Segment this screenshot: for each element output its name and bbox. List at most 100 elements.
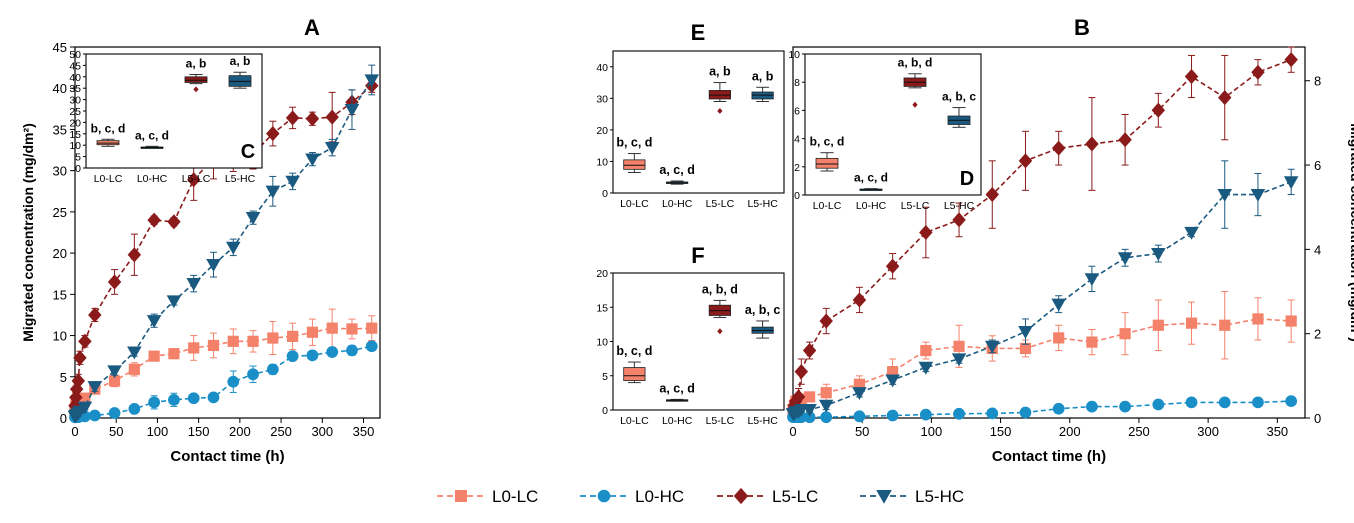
box-L0-HC: a, c, d L0-HC bbox=[135, 128, 169, 185]
data-point bbox=[1086, 400, 1098, 413]
data-point bbox=[366, 322, 378, 334]
x-tick-label: 200 bbox=[1059, 424, 1081, 439]
significance-label: b, c, d bbox=[91, 121, 126, 135]
data-point bbox=[1218, 90, 1232, 106]
data-point bbox=[1252, 396, 1264, 409]
x-tick-label: 300 bbox=[311, 424, 333, 439]
data-point bbox=[852, 387, 867, 400]
data-point bbox=[285, 175, 300, 189]
x-tick-label: 100 bbox=[921, 424, 943, 439]
box-L0-LC: b, c, d L0-LC bbox=[810, 135, 845, 212]
box-L0-HC: a, c, d L0-HC bbox=[854, 171, 888, 212]
significance-label: a, b bbox=[752, 69, 774, 83]
x-tick-label: 0 bbox=[789, 424, 796, 439]
y-tick-label: 5 bbox=[602, 371, 608, 383]
significance-label: a, b, d bbox=[898, 56, 933, 70]
data-point bbox=[1086, 336, 1098, 348]
data-point bbox=[207, 391, 220, 404]
data-point bbox=[853, 410, 866, 423]
x-tick-label: 300 bbox=[1197, 424, 1219, 439]
significance-label: a, b, d bbox=[702, 282, 738, 296]
significance-label: a, b bbox=[709, 65, 731, 79]
data-point bbox=[919, 408, 932, 421]
data-point bbox=[1119, 328, 1131, 340]
data-point bbox=[1019, 406, 1032, 419]
box bbox=[184, 76, 208, 83]
outlier bbox=[193, 86, 199, 93]
box-L0-HC: a, c, d L0-HC bbox=[659, 381, 694, 427]
box-L5-LC: a, b L5-LC bbox=[706, 65, 735, 210]
box-L0-LC: b, c, d L0-LC bbox=[616, 344, 652, 427]
category-label: L0-HC bbox=[856, 200, 887, 212]
significance-label: a, b bbox=[230, 54, 251, 68]
x-axis-title: Contact time (h) bbox=[992, 448, 1106, 465]
y-tick-label: 45 bbox=[53, 40, 67, 55]
legend-item-L0-LC: L0-LC bbox=[437, 487, 538, 506]
category-label: L5-HC bbox=[225, 173, 256, 185]
box-L0-LC: b, c, d L0-LC bbox=[616, 136, 652, 210]
data-point bbox=[87, 381, 103, 394]
category-label: L0-LC bbox=[620, 198, 649, 210]
panel-label: A bbox=[304, 15, 320, 40]
y-tick-label: 40 bbox=[69, 72, 81, 84]
y-tick-label: 45 bbox=[69, 60, 81, 72]
box-frame bbox=[612, 272, 785, 411]
legend-marker bbox=[455, 490, 467, 502]
data-point bbox=[128, 403, 141, 415]
data-point bbox=[187, 392, 200, 405]
data-point bbox=[227, 375, 240, 388]
data-point bbox=[820, 411, 833, 424]
y-tick-label: 8 bbox=[1314, 74, 1321, 89]
y-tick-label: 40 bbox=[53, 81, 67, 96]
data-point bbox=[986, 407, 999, 420]
data-point bbox=[984, 340, 1000, 354]
y-tick-label: 15 bbox=[69, 129, 81, 141]
data-point bbox=[166, 295, 182, 309]
data-point bbox=[207, 339, 220, 352]
data-point bbox=[227, 335, 239, 347]
box-L5-LC: a, b L5-LC bbox=[182, 57, 211, 185]
data-point bbox=[147, 212, 161, 228]
data-point bbox=[1118, 132, 1132, 148]
x-tick-label: 350 bbox=[1266, 424, 1288, 439]
y-axis-title: Migrated concentration (mg/dm²) bbox=[1348, 123, 1354, 342]
data-point bbox=[1019, 342, 1032, 355]
y-tick-label: 2 bbox=[794, 162, 800, 174]
series-line bbox=[793, 181, 1292, 415]
series-line bbox=[793, 400, 1292, 418]
data-point bbox=[819, 313, 833, 329]
data-point bbox=[885, 374, 900, 388]
significance-label: a, c, d bbox=[659, 163, 694, 177]
data-point bbox=[953, 340, 965, 352]
category-label: L0-LC bbox=[94, 173, 123, 185]
data-point bbox=[265, 185, 281, 199]
boxplot-E: 0 10 20 30 40 b, c, d L0-LC a, c, d L0-HC a, b L5-… bbox=[596, 20, 785, 210]
data-point bbox=[108, 375, 121, 387]
data-point bbox=[128, 363, 140, 375]
series-L0-LC bbox=[787, 291, 1297, 416]
data-point bbox=[920, 344, 932, 357]
data-point bbox=[1085, 136, 1099, 152]
significance-label: b, c, d bbox=[616, 344, 652, 358]
data-point bbox=[1285, 395, 1298, 408]
y-tick-label: 20 bbox=[69, 117, 81, 129]
data-point bbox=[167, 214, 181, 230]
y-tick-label: 0 bbox=[1314, 411, 1321, 426]
x-tick-label: 250 bbox=[1128, 424, 1150, 439]
data-point bbox=[1285, 315, 1297, 327]
data-point bbox=[286, 350, 299, 363]
data-point bbox=[266, 363, 279, 376]
data-point bbox=[326, 322, 338, 334]
box-L5-LC: a, b, d L5-LC bbox=[702, 282, 738, 427]
box bbox=[815, 157, 839, 169]
data-point bbox=[88, 307, 102, 323]
significance-label: a, b bbox=[186, 57, 207, 71]
box-L5-HC: a, b L5-HC bbox=[225, 54, 256, 185]
x-tick-label: 100 bbox=[147, 424, 169, 439]
legend-label: L0-LC bbox=[492, 487, 538, 506]
data-point bbox=[820, 387, 832, 399]
box-L5-HC: a, b, c L5-HC bbox=[745, 303, 780, 427]
box-L5-HC: a, b, c L5-HC bbox=[942, 90, 976, 212]
y-tick-label: 8 bbox=[794, 77, 800, 89]
